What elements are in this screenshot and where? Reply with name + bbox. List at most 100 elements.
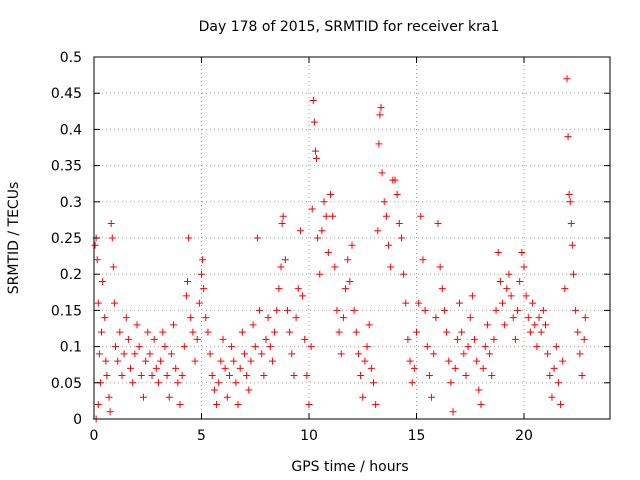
data-point xyxy=(182,292,190,300)
data-point xyxy=(217,357,225,365)
data-point xyxy=(94,299,102,307)
data-point xyxy=(144,328,152,336)
data-point xyxy=(120,350,128,358)
data-point xyxy=(563,75,571,83)
y-tick-label: 0.05 xyxy=(51,376,82,392)
data-point xyxy=(322,212,330,220)
y-tick-label: 0.1 xyxy=(60,340,82,356)
data-point xyxy=(382,212,390,220)
data-point xyxy=(108,234,116,242)
data-point xyxy=(533,343,541,351)
data-point xyxy=(410,364,418,372)
y-tick-label: 0.35 xyxy=(51,159,82,175)
data-point xyxy=(133,321,141,329)
data-point xyxy=(333,306,341,314)
data-point xyxy=(440,306,448,314)
data-point xyxy=(535,314,543,322)
data-point xyxy=(434,220,442,228)
data-point xyxy=(327,191,334,199)
y-tick-label: 0.2 xyxy=(60,267,82,283)
chart-title: Day 178 of 2015, SRMTID for receiver kra… xyxy=(199,19,500,35)
data-point xyxy=(309,96,317,104)
data-point xyxy=(292,314,300,322)
data-point xyxy=(329,212,337,220)
data-point xyxy=(243,372,251,380)
data-point xyxy=(281,256,289,264)
data-point xyxy=(213,401,221,409)
data-point xyxy=(98,328,106,336)
data-point xyxy=(428,393,436,401)
data-point xyxy=(139,393,147,401)
data-point xyxy=(256,306,264,314)
data-point xyxy=(230,357,238,365)
data-point xyxy=(206,350,214,358)
data-point xyxy=(376,111,384,119)
data-point xyxy=(447,379,455,387)
data-point xyxy=(581,314,589,322)
data-point xyxy=(288,350,296,358)
data-point xyxy=(129,379,137,387)
data-point xyxy=(238,328,246,336)
data-point xyxy=(314,234,322,242)
data-point xyxy=(225,372,233,380)
y-tick-label: 0.45 xyxy=(51,86,82,102)
data-point xyxy=(202,314,210,322)
data-point xyxy=(520,263,528,271)
data-point xyxy=(219,335,227,343)
y-tick-labels: 0 0.05 0.1 0.15 0.2 0.25 0.3 0.35 0.4 0.45 0.5 xyxy=(51,50,82,428)
data-point xyxy=(419,256,427,264)
data-point xyxy=(251,343,259,351)
data-point xyxy=(367,364,375,372)
data-point xyxy=(425,372,433,380)
data-point xyxy=(176,401,184,409)
data-point xyxy=(516,277,524,285)
data-point xyxy=(453,335,461,343)
data-point xyxy=(406,357,414,365)
data-point xyxy=(174,379,182,387)
data-point xyxy=(116,328,124,336)
data-point xyxy=(483,321,491,329)
data-point xyxy=(109,263,117,271)
data-point xyxy=(335,328,343,336)
data-point xyxy=(102,357,110,365)
data-point xyxy=(421,306,429,314)
data-point xyxy=(137,372,145,380)
data-point xyxy=(99,277,107,285)
data-point xyxy=(568,241,576,249)
y-axis-label: SRMTID / TECUs xyxy=(6,182,22,295)
data-point xyxy=(458,328,466,336)
data-point xyxy=(114,357,122,365)
data-point xyxy=(537,328,545,336)
plot-frame xyxy=(93,56,611,420)
data-point xyxy=(277,263,285,271)
data-point xyxy=(142,357,150,365)
data-point xyxy=(432,314,440,322)
data-point xyxy=(496,277,504,285)
data-point xyxy=(471,335,479,343)
data-point xyxy=(331,263,339,271)
data-point xyxy=(395,220,403,228)
data-point xyxy=(234,401,242,409)
data-point xyxy=(290,372,298,380)
data-point xyxy=(374,227,382,235)
data-point xyxy=(135,343,143,351)
data-point xyxy=(342,285,350,293)
data-point xyxy=(308,205,316,213)
data-point xyxy=(529,299,537,307)
data-points xyxy=(91,75,589,423)
data-point xyxy=(430,350,438,358)
data-point xyxy=(305,401,313,409)
data-point xyxy=(404,335,412,343)
data-point xyxy=(397,234,405,242)
data-point xyxy=(456,299,463,307)
data-point xyxy=(198,270,205,278)
data-point xyxy=(574,328,582,336)
data-point xyxy=(391,176,399,184)
data-point xyxy=(473,357,481,365)
data-point xyxy=(324,248,332,256)
data-point xyxy=(501,321,509,329)
data-point xyxy=(346,277,354,285)
data-point xyxy=(200,285,208,293)
data-point xyxy=(299,292,307,300)
data-point xyxy=(122,314,130,322)
